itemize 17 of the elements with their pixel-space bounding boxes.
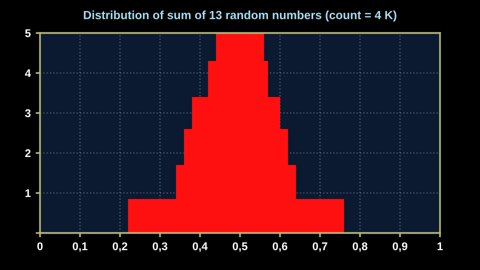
x-tick-label: 1 <box>438 242 443 250</box>
x-tick-label: 0,9 <box>392 242 408 252</box>
y-tick-label: 2 <box>25 149 31 158</box>
y-tick-label: 3 <box>25 109 31 118</box>
x-tick-label: 0,6 <box>272 242 288 252</box>
x-tick-label: 0,8 <box>352 242 368 252</box>
y-tick-label: 5 <box>25 29 31 38</box>
y-tick-label: 4 <box>24 69 31 78</box>
x-tick-label: 0,4 <box>192 242 208 252</box>
x-tick-label: 0,5 <box>232 242 248 252</box>
chart-title: Distribution of sum of 13 random numbers (count = 4 K) <box>84 10 396 22</box>
x-tick-label: 0,1 <box>72 242 88 252</box>
x-tick-label: 0,2 <box>112 242 128 252</box>
x-tick-label: 0,3 <box>152 242 168 252</box>
x-tick-label: 0,7 <box>312 242 328 252</box>
x-tick-label: 0 <box>37 242 43 250</box>
y-tick-label: 1 <box>25 189 31 198</box>
